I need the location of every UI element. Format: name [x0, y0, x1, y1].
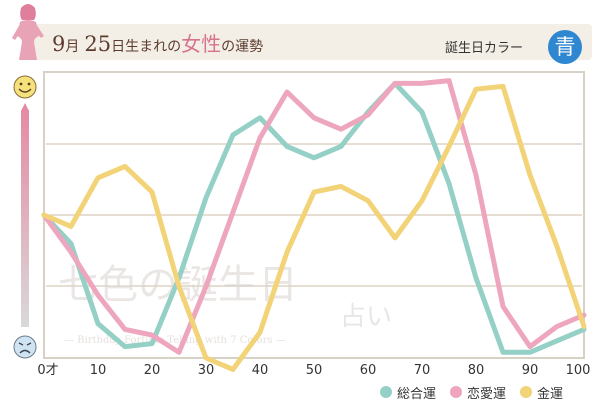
- x-tick-label: 10: [90, 363, 107, 378]
- title-feminine: 女性: [181, 32, 222, 56]
- gauge-arrow: [21, 103, 29, 111]
- x-tick-label: 40: [252, 363, 269, 378]
- x-tick-label: 70: [414, 363, 431, 378]
- legend-item-love: 恋愛運: [450, 383, 506, 402]
- watermark-tagline: — Birthday Fortune Telling with 7 Colors…: [64, 335, 286, 346]
- title-month: 9: [52, 32, 66, 56]
- title-suffix: の運勢: [221, 39, 264, 55]
- worried-face-icon: [13, 335, 37, 359]
- x-tick-label: 30: [198, 363, 215, 378]
- birth-color-label: 誕生日カラー: [445, 41, 524, 56]
- x-axis-ticks: 0才 10 20 30 40 50 60 70 80 90 100: [37, 363, 590, 378]
- x-tick-label: 100: [566, 363, 591, 378]
- woman-silhouette-icon: [12, 4, 44, 60]
- legend-label-love: 恋愛運: [467, 386, 507, 402]
- chart-legend: 総合運 恋愛運 金運: [380, 383, 563, 402]
- series-line-overall: [41, 80, 587, 355]
- x-tick-label: 90: [522, 363, 539, 378]
- header-band: [32, 24, 592, 60]
- legend-label-overall: 総合運: [397, 386, 437, 402]
- legend-swatch-love: [450, 386, 463, 398]
- legend-swatch-money: [520, 386, 533, 398]
- gauge-bar: [21, 110, 29, 327]
- chart-header: 9 月 25 日生まれの 女性 の運勢 誕生日カラー 青: [0, 0, 600, 66]
- legend-swatch-overall: [380, 386, 392, 398]
- series-lines: [41, 78, 587, 372]
- x-tick-label: 20: [144, 363, 161, 378]
- page-title: 9 月 25 日生まれの 女性 の運勢: [52, 28, 263, 58]
- title-day: 25: [84, 32, 112, 56]
- legend-item-overall: 総合運: [380, 383, 436, 402]
- x-tick-label: 80: [468, 363, 485, 378]
- title-day-unit: 日生まれの: [111, 39, 182, 55]
- legend-item-money: 金運: [520, 383, 563, 402]
- series-line-money: [41, 83, 587, 372]
- title-month-unit: 月: [65, 39, 80, 55]
- x-tick-label: 0才: [37, 363, 58, 378]
- x-tick-label: 60: [360, 363, 377, 378]
- birth-color-badge: 青: [548, 30, 582, 64]
- watermark-sub: 占い: [340, 302, 392, 332]
- x-tick-label: 50: [306, 363, 323, 378]
- series-line-love: [41, 78, 587, 355]
- fortune-gauge: [13, 75, 37, 359]
- smiling-face-icon: [13, 75, 37, 99]
- legend-label-money: 金運: [537, 386, 564, 402]
